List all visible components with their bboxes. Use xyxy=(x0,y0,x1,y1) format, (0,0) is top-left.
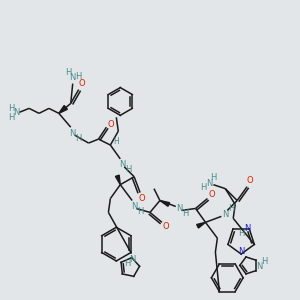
Text: N: N xyxy=(244,224,250,233)
Text: N: N xyxy=(256,262,262,271)
Text: N: N xyxy=(206,179,213,188)
Text: H: H xyxy=(8,104,14,113)
Text: H: H xyxy=(66,68,72,77)
Text: N: N xyxy=(70,129,76,138)
Text: N: N xyxy=(119,160,125,169)
Text: H: H xyxy=(124,259,131,268)
Text: O: O xyxy=(107,120,114,129)
Text: H: H xyxy=(76,134,82,142)
Text: O: O xyxy=(247,176,253,185)
Polygon shape xyxy=(116,175,120,185)
Text: N: N xyxy=(176,204,183,213)
Text: N: N xyxy=(13,108,20,117)
Text: N: N xyxy=(70,73,76,82)
Text: N: N xyxy=(130,255,136,264)
Polygon shape xyxy=(160,200,169,206)
Text: H: H xyxy=(238,230,244,238)
Text: H: H xyxy=(76,72,82,81)
Text: H: H xyxy=(125,165,131,174)
Polygon shape xyxy=(59,106,68,113)
Text: N: N xyxy=(238,247,244,256)
Text: O: O xyxy=(139,194,146,203)
Text: O: O xyxy=(163,222,169,231)
Text: N: N xyxy=(222,210,229,219)
Text: H: H xyxy=(200,183,207,192)
Text: H: H xyxy=(210,173,217,182)
Polygon shape xyxy=(197,222,206,228)
Text: H: H xyxy=(8,113,14,122)
Text: N: N xyxy=(131,202,137,211)
Text: H: H xyxy=(182,209,189,218)
Text: H: H xyxy=(261,257,267,266)
Text: O: O xyxy=(208,190,215,199)
Text: H: H xyxy=(228,204,234,213)
Text: H: H xyxy=(137,207,143,216)
Text: H: H xyxy=(113,136,119,146)
Text: O: O xyxy=(78,79,85,88)
